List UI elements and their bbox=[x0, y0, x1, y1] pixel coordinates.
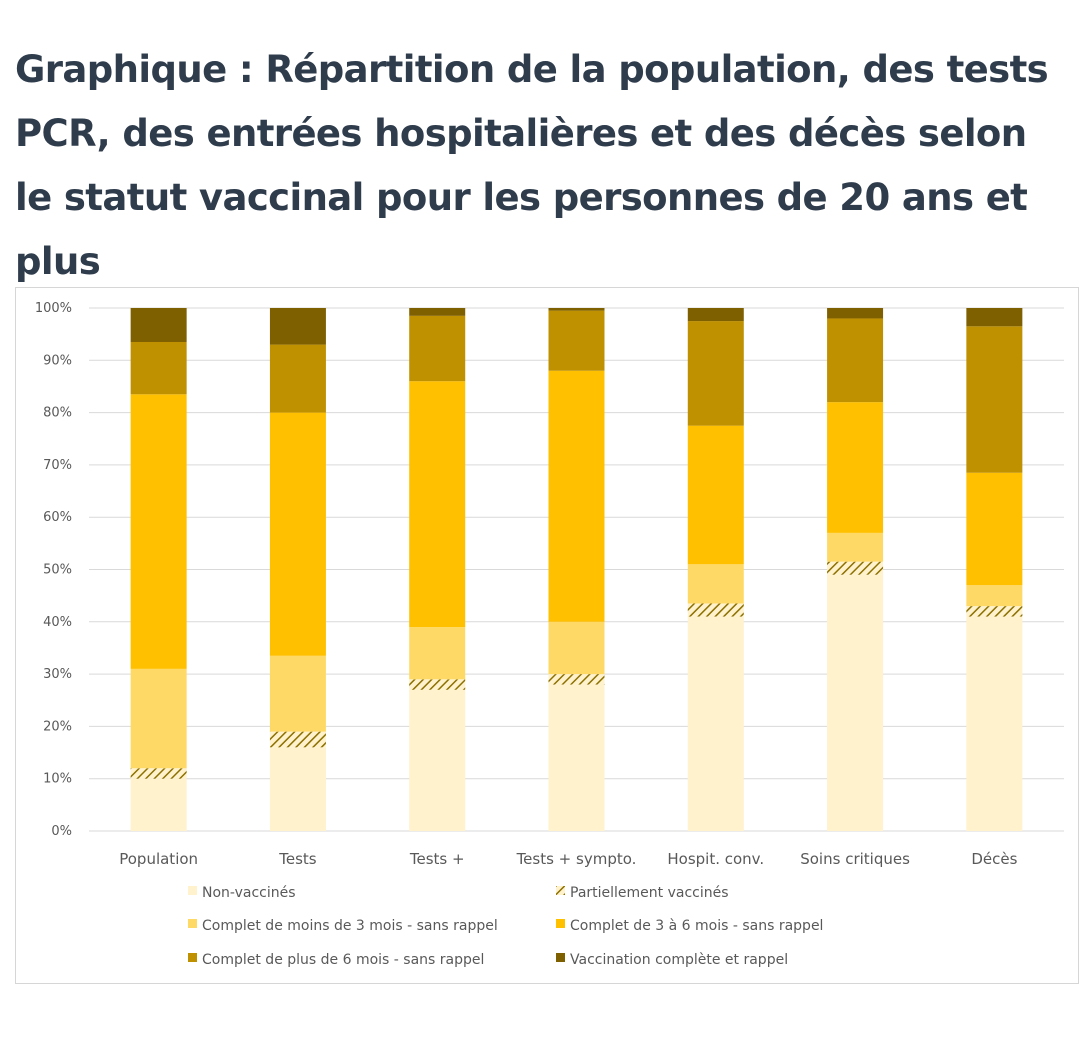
bar-segment bbox=[548, 674, 605, 685]
x-tick-label: Tests + sympto. bbox=[516, 850, 637, 868]
legend-swatch bbox=[188, 886, 197, 895]
y-axis: 0% 10% 20% 30% 40% 50% 60% 70% 80% 90% 100% bbox=[35, 301, 72, 839]
bar-segment bbox=[269, 747, 326, 831]
bar-segment bbox=[827, 532, 884, 562]
bar-segment bbox=[130, 341, 187, 395]
bar-segment bbox=[409, 308, 466, 316]
bar-segment bbox=[269, 344, 326, 413]
bar-segment bbox=[827, 308, 884, 319]
bar-segment bbox=[269, 731, 326, 748]
y-tick-label: 90% bbox=[43, 353, 72, 368]
y-tick-label: 30% bbox=[43, 667, 72, 682]
y-tick-label: 50% bbox=[43, 563, 72, 578]
x-axis: Population Tests Tests + Tests + sympto. Hos… bbox=[119, 850, 1017, 868]
y-tick-label: 20% bbox=[43, 719, 72, 734]
bar-segment bbox=[269, 412, 326, 656]
legend-swatch bbox=[188, 919, 197, 928]
x-tick-label: Tests + bbox=[409, 850, 465, 868]
x-tick-label: Hospit. conv. bbox=[667, 850, 764, 868]
chart-frame: 0% 10% 20% 30% 40% 50% 60% 70% 80% 90% 100% Popula… bbox=[15, 287, 1079, 984]
bar-segment bbox=[130, 394, 187, 669]
x-tick-label: Tests bbox=[278, 850, 317, 868]
bar-segment bbox=[687, 321, 744, 426]
legend-swatch bbox=[556, 919, 565, 928]
bar-segment bbox=[966, 326, 1023, 473]
bar-segment bbox=[966, 606, 1023, 617]
legend-swatch bbox=[556, 886, 565, 895]
y-tick-label: 60% bbox=[43, 510, 72, 525]
legend-swatch bbox=[556, 953, 565, 962]
bar-segment bbox=[269, 655, 326, 732]
y-tick-label: 80% bbox=[43, 406, 72, 421]
stacked-bar-chart: 0% 10% 20% 30% 40% 50% 60% 70% 80% 90% 100% Popula… bbox=[35, 301, 1064, 968]
bar-segment bbox=[827, 318, 884, 403]
bar-segment bbox=[409, 679, 466, 690]
bar-segment bbox=[966, 472, 1023, 586]
bar-segment bbox=[409, 381, 466, 628]
bars bbox=[130, 308, 1023, 831]
bar-segment bbox=[548, 308, 605, 311]
legend-label: Complet de plus de 6 mois - sans rappel bbox=[202, 952, 484, 968]
bar-segment bbox=[548, 310, 605, 371]
bar-segment bbox=[966, 616, 1023, 831]
bar-segment bbox=[687, 564, 744, 604]
x-tick-label: Soins critiques bbox=[800, 850, 910, 868]
legend-label: Vaccination complète et rappel bbox=[570, 952, 788, 968]
bar-segment bbox=[409, 627, 466, 680]
bar-segment bbox=[687, 425, 744, 565]
bar-segment bbox=[130, 778, 187, 831]
bar-segment bbox=[130, 668, 187, 769]
bar-segment bbox=[130, 768, 187, 779]
legend: Non-vaccinés Partiellement vaccinés Comple… bbox=[188, 885, 823, 968]
bar-segment bbox=[827, 561, 884, 575]
y-tick-label: 100% bbox=[35, 301, 72, 316]
y-tick-label: 40% bbox=[43, 615, 72, 630]
bar-segment bbox=[966, 308, 1023, 327]
legend-label: Partiellement vaccinés bbox=[570, 885, 729, 901]
bar-segment bbox=[548, 370, 605, 622]
bar-segment bbox=[130, 308, 187, 342]
bar-segment bbox=[687, 616, 744, 831]
bar-segment bbox=[827, 402, 884, 533]
x-tick-label: Population bbox=[119, 850, 198, 868]
bar-segment bbox=[269, 308, 326, 345]
bar-segment bbox=[548, 621, 605, 675]
y-tick-label: 70% bbox=[43, 458, 72, 473]
y-tick-label: 0% bbox=[51, 824, 72, 839]
bar-segment bbox=[409, 689, 466, 831]
bar-segment bbox=[827, 574, 884, 831]
bar-segment bbox=[409, 315, 466, 382]
page-title: Graphique : Répartition de la population… bbox=[15, 48, 1049, 283]
legend-swatch bbox=[188, 953, 197, 962]
legend-label: Complet de moins de 3 mois - sans rappel bbox=[202, 918, 498, 934]
y-tick-label: 10% bbox=[43, 772, 72, 787]
bar-segment bbox=[687, 603, 744, 617]
x-tick-label: Décès bbox=[971, 850, 1017, 868]
bar-segment bbox=[687, 308, 744, 322]
bar-segment bbox=[548, 684, 605, 831]
legend-label: Non-vaccinés bbox=[202, 885, 296, 901]
legend-label: Complet de 3 à 6 mois - sans rappel bbox=[570, 918, 823, 934]
bar-segment bbox=[966, 585, 1023, 607]
